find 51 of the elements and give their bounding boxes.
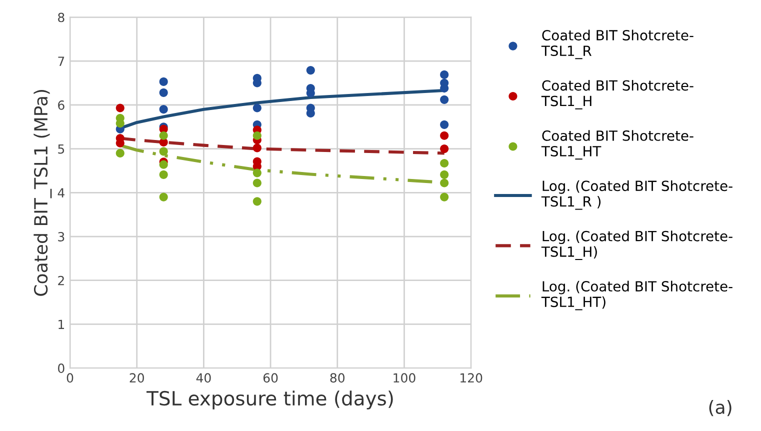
y-tick-label: 3 [58, 232, 64, 242]
legend-label: Coated BIT Shotcrete- TSL1_HT [541, 130, 694, 160]
point [159, 170, 168, 179]
point [252, 168, 262, 178]
y-tick-label: 7 [58, 56, 64, 66]
legend-label: Coated BIT Shotcrete- TSL1_R [541, 30, 694, 60]
y-tick-label: 4 [58, 188, 64, 198]
point [440, 158, 449, 168]
x-tick-label: 0 [66, 373, 74, 383]
point [440, 70, 449, 79]
point [252, 144, 262, 152]
point [159, 105, 168, 114]
legend-label: Log. (Coated BIT Shotcrete- TSL1_H) [541, 230, 732, 260]
point [252, 104, 262, 112]
y-tick-label: 6 [58, 100, 64, 110]
x-tick-label: 20 [130, 373, 144, 383]
point [440, 95, 449, 104]
text: (a) [709, 400, 732, 416]
point [440, 170, 449, 179]
legend-label: Coated BIT Shotcrete- TSL1_H [541, 80, 694, 110]
point [440, 178, 449, 188]
x-tick-label: 60 [263, 373, 278, 383]
point [252, 197, 262, 206]
point [159, 77, 168, 86]
point [159, 147, 168, 156]
y-tick-label: 8 [58, 12, 64, 22]
y-tick-label: 2 [58, 276, 64, 286]
point [116, 148, 124, 158]
point [440, 144, 449, 154]
point [116, 104, 124, 112]
y-tick-label: 0 [58, 364, 64, 373]
y-axis-title: Coated BIT_TSL1 (MPa) [34, 90, 52, 296]
x-axis-title: TSL exposure time (days) [146, 390, 393, 410]
y-tick-label: 5 [58, 144, 64, 154]
y-tick-label: 1 [58, 320, 64, 329]
point [159, 192, 168, 202]
point [440, 131, 449, 140]
point [440, 120, 449, 129]
x-tick-label: 100 [394, 373, 416, 383]
point [159, 131, 168, 140]
point [159, 88, 168, 97]
point [252, 131, 262, 140]
x-tick-label: 120 [460, 373, 482, 383]
legend-label: Log. (Coated BIT Shotcrete- TSL1_HT) [541, 280, 732, 310]
x-tick-label: 40 [196, 373, 211, 383]
point [440, 192, 449, 202]
legend-label: Log. (Coated BIT Shotcrete- TSL1_R ) [541, 180, 732, 210]
point [252, 178, 262, 188]
x-tick-label: 80 [330, 373, 344, 383]
point [159, 160, 168, 169]
point [306, 66, 315, 75]
